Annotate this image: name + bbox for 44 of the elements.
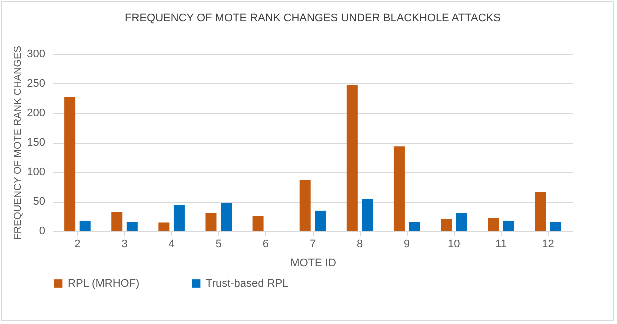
bar	[456, 213, 468, 231]
bar	[158, 222, 170, 231]
bar	[64, 97, 76, 231]
y-tick-label: 300	[27, 48, 46, 60]
bar	[112, 212, 123, 231]
y-tick-label: 150	[27, 137, 46, 149]
x-tick-label: 2	[74, 238, 81, 250]
x-tick-label: 3	[122, 238, 128, 250]
bar	[441, 219, 452, 231]
bar	[174, 205, 185, 231]
y-tick-label: 50	[33, 196, 46, 208]
bar	[550, 222, 562, 231]
legend-label: Trust-based RPL	[206, 278, 289, 290]
bar	[362, 199, 374, 231]
bar	[346, 85, 358, 231]
bar	[206, 213, 217, 231]
bar	[503, 220, 514, 231]
bar	[394, 146, 405, 231]
x-tick-label: 5	[216, 238, 222, 250]
bar	[221, 203, 232, 231]
chart-title: FREQUENCY OF MOTE RANK CHANGES UNDER BLACKHOLE ATTACKS	[125, 12, 501, 25]
x-tick-label: 8	[356, 238, 364, 250]
x-tick-label: 12	[542, 238, 554, 250]
bar	[80, 220, 91, 231]
y-tick-label: 0	[39, 226, 46, 238]
y-tick-label: 100	[27, 166, 46, 178]
bar	[488, 218, 500, 231]
bar	[252, 216, 264, 231]
bar	[126, 222, 138, 231]
x-axis-title: MOTE ID	[290, 258, 336, 270]
bar	[315, 210, 326, 231]
x-tick-label: 4	[168, 238, 175, 250]
y-tick-label: 200	[27, 108, 46, 120]
x-tick-label: 10	[448, 238, 460, 250]
y-tick-label: 250	[27, 78, 46, 90]
x-tick-label: 7	[310, 238, 316, 250]
x-tick-label: 9	[404, 238, 410, 250]
bar	[409, 222, 420, 231]
x-tick-label: 11	[496, 238, 507, 250]
legend-label: RPL (MRHOF)	[68, 278, 140, 290]
bar	[535, 192, 546, 231]
bar	[300, 180, 311, 231]
y-axis-title: FREQUENCY OF MOTE RANK CHANGES	[13, 46, 24, 240]
x-tick-label: 6	[262, 238, 270, 250]
